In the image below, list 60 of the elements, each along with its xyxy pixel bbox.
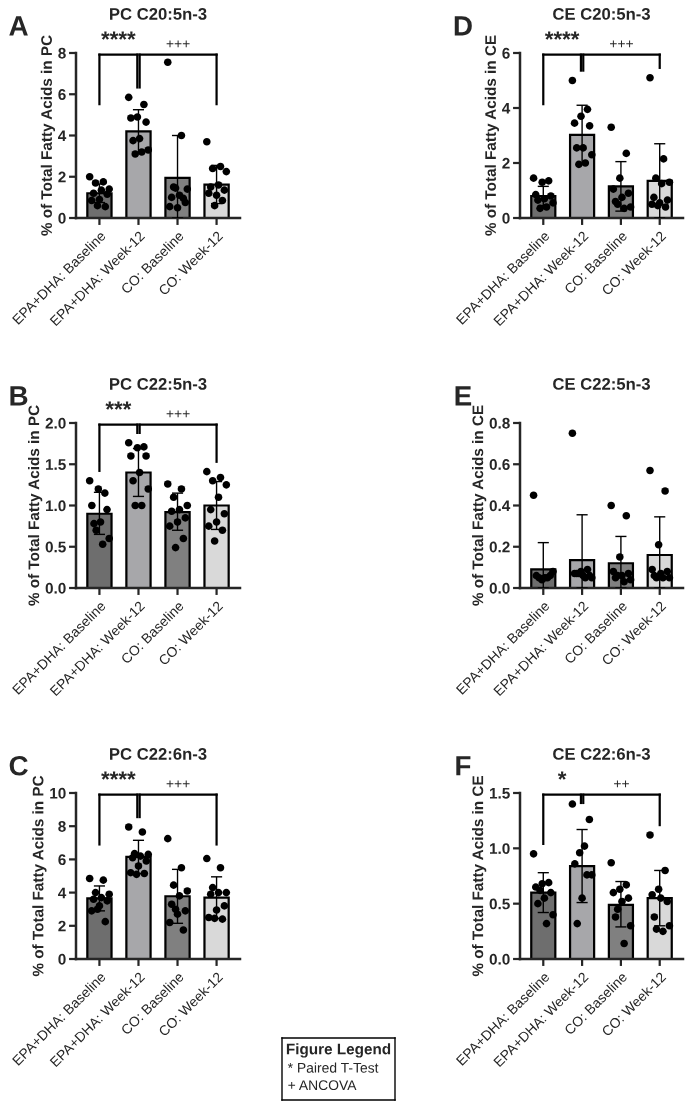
text: E bbox=[455, 386, 472, 406]
y-tick-label: 6 bbox=[58, 854, 66, 866]
y-tick-label: 0.0 bbox=[489, 582, 510, 594]
chart-title: PC C22:5n-3 bbox=[110, 378, 207, 390]
text: **** bbox=[544, 31, 580, 40]
text: +++ bbox=[166, 40, 190, 48]
text: + ANCOVA bbox=[288, 1080, 357, 1091]
chart-title: CE C20:5n-3 bbox=[553, 8, 650, 20]
y-tick-label: 0.8 bbox=[489, 417, 510, 429]
y-tick-label: 0.6 bbox=[489, 459, 510, 470]
y-axis-title: % of Total Fatty Acids in CE bbox=[472, 405, 487, 606]
y-tick-label: 2 bbox=[502, 157, 510, 169]
y-tick-label: 4 bbox=[58, 887, 67, 899]
y-tick-label: 2.0 bbox=[45, 417, 66, 429]
text: **** bbox=[101, 771, 136, 780]
text: D bbox=[454, 16, 472, 36]
y-axis-title: % of Total Fatty Acids in CE bbox=[472, 776, 487, 977]
text: * bbox=[557, 771, 567, 780]
y-tick-label: 4 bbox=[58, 130, 67, 142]
text: **** bbox=[101, 31, 136, 40]
y-tick-label: 1.0 bbox=[46, 500, 66, 512]
y-tick-label: 6 bbox=[502, 47, 510, 59]
text: A bbox=[9, 16, 28, 36]
text: +++ bbox=[610, 40, 633, 48]
text: C bbox=[9, 755, 28, 776]
y-tick-label: 0.2 bbox=[489, 541, 510, 553]
text: * Paired T-Test bbox=[287, 1062, 379, 1073]
y-tick-label: 2 bbox=[58, 171, 66, 183]
y-tick-label: 6 bbox=[58, 89, 66, 100]
text: Figure Legend bbox=[286, 1043, 391, 1058]
y-tick-label: 0 bbox=[58, 212, 66, 224]
text: +++ bbox=[166, 780, 190, 788]
text: ++ bbox=[614, 780, 629, 788]
chart-title: CE C22:5n-3 bbox=[553, 378, 650, 390]
y-tick-label: 8 bbox=[58, 821, 66, 832]
y-axis-title: % of Total Fatty Acids in PC bbox=[40, 35, 55, 236]
y-tick-label: 0 bbox=[502, 212, 510, 224]
y-axis-title: % of Total Fatty Acids in CE bbox=[484, 35, 499, 236]
chart-title: CE C22:6n-3 bbox=[553, 748, 650, 760]
chart-title: PC C22:6n-3 bbox=[110, 748, 207, 760]
y-tick-label: 0.5 bbox=[489, 898, 510, 910]
text: +++ bbox=[166, 410, 190, 418]
y-tick-label: 1.5 bbox=[46, 459, 66, 470]
y-tick-label: 0.5 bbox=[45, 541, 66, 553]
y-tick-label: 10 bbox=[50, 787, 66, 799]
y-axis-title: % of Total Fatty Acids in PC bbox=[28, 405, 43, 606]
y-tick-label: 0 bbox=[58, 953, 66, 965]
text: F bbox=[456, 756, 471, 776]
y-tick-label: 1.5 bbox=[490, 788, 510, 799]
y-tick-label: 0.0 bbox=[489, 953, 510, 965]
y-tick-label: 8 bbox=[58, 47, 66, 59]
y-tick-label: 0.4 bbox=[489, 500, 511, 512]
y-tick-label: 4 bbox=[502, 103, 511, 114]
y-tick-label: 1.0 bbox=[490, 843, 510, 855]
text: *** bbox=[105, 401, 132, 410]
y-tick-label: 0.0 bbox=[45, 582, 66, 594]
y-axis-title: % of Total Fatty Acids in PC bbox=[32, 775, 47, 977]
text: B bbox=[10, 386, 28, 406]
y-tick-label: 2 bbox=[58, 920, 66, 932]
chart-title: PC C20:5n-3 bbox=[110, 8, 207, 20]
